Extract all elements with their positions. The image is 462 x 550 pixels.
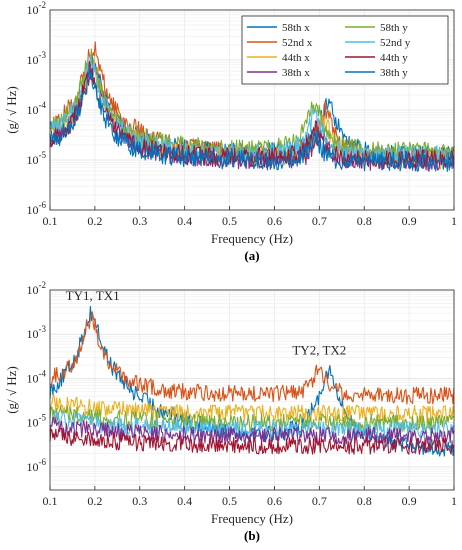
annotations-b: TY1, TX1 TY2, TX2 (66, 288, 347, 358)
caption-b: (b) (244, 528, 260, 543)
legend-a: 58th x 52nd x 44th x 38th x 58th y 52nd y 44th… (241, 15, 449, 85)
legend-label: 52nd x (282, 37, 313, 49)
y-tick-label: 10-6 (27, 200, 47, 217)
x-tick-label: 0.2 (87, 214, 102, 228)
series-line (49, 66, 455, 172)
caption-a: (a) (244, 248, 259, 263)
x-tick-label: 0.4 (177, 214, 192, 228)
y-tick-label: 10-4 (27, 100, 47, 117)
peak-annotation: TY1, TX1 (66, 288, 120, 303)
series-line (49, 60, 455, 170)
x-tick-label: 0.7 (312, 214, 327, 228)
series-line (49, 394, 455, 423)
panel-b: 0.1 0.2 0.3 0.4 0.5 0.6 0.7 0.8 0.9 1 10-610-510-… (4, 280, 457, 543)
series-line (49, 305, 455, 457)
axes-border-a (49, 9, 455, 211)
x-ticks-a: 0.1 0.2 0.3 0.4 0.5 0.6 0.7 0.8 0.9 1 (43, 206, 457, 228)
x-tick-label: 1 (451, 494, 457, 508)
x-tick-label: 0.1 (43, 494, 58, 508)
legend-label: 38th y (380, 67, 408, 79)
series-b (49, 305, 455, 457)
y-tick-label: 10-3 (27, 50, 47, 67)
y-ticks-b: 10-6 10-5 10-4 10-3 10-2 (27, 280, 47, 474)
series-line (49, 404, 455, 432)
x-ticks-b: 0.1 0.2 0.3 0.4 0.5 0.6 0.7 0.8 0.9 1 (43, 486, 457, 508)
series-a (49, 41, 455, 172)
y-tick-label: 10-2 (27, 280, 47, 297)
x-tick-label: 0.9 (402, 214, 417, 228)
x-tick-label: 0.1 (43, 214, 58, 228)
x-axis-label-a: Frequency (Hz) (211, 231, 293, 246)
x-axis-label-b: Frequency (Hz) (211, 511, 293, 526)
peak-annotation: TY2, TX2 (292, 342, 346, 357)
y-axis-label-b: (g/ √ Hz) (4, 366, 19, 414)
y-axis-label-a: (g/ √ Hz) (4, 86, 19, 134)
y-tick-label: 10-5 (27, 413, 47, 430)
legend-label: 44th y (380, 52, 408, 64)
y-ticks-a: 10-6 10-5 10-4 10-3 10-2 (27, 0, 47, 217)
x-tick-label: 0.9 (402, 494, 417, 508)
grid-b (49, 289, 455, 491)
x-tick-label: 0.5 (222, 214, 237, 228)
axes-border-b (49, 289, 455, 491)
x-tick-label: 0.4 (177, 494, 192, 508)
x-tick-label: 0.6 (267, 214, 282, 228)
plot-area-b (50, 290, 454, 490)
series-line (49, 410, 455, 439)
x-tick-label: 0.8 (357, 214, 372, 228)
legend-label: 58th y (380, 22, 408, 34)
y-tick-label: 10-6 (27, 457, 47, 474)
series-line (49, 311, 455, 405)
x-tick-label: 0.3 (132, 214, 147, 228)
y-tick-label: 10-3 (27, 324, 47, 341)
x-tick-label: 0.5 (222, 494, 237, 508)
x-tick-label: 0.6 (267, 494, 282, 508)
series-line (49, 416, 455, 445)
x-tick-label: 0.2 (87, 494, 102, 508)
legend-label: 58th x (282, 22, 310, 34)
x-tick-label: 0.3 (132, 494, 147, 508)
x-tick-label: 1 (451, 214, 457, 228)
y-tick-label: 10-2 (27, 0, 47, 17)
series-line (49, 427, 455, 455)
legend-label: 52nd y (380, 37, 411, 49)
legend-label: 38th x (282, 67, 310, 79)
legend-label: 44th x (282, 52, 310, 64)
x-tick-label: 0.7 (312, 494, 327, 508)
y-tick-label: 10-5 (27, 150, 47, 167)
x-tick-label: 0.8 (357, 494, 372, 508)
y-tick-label: 10-4 (27, 368, 47, 385)
panel-a: 0.1 0.2 0.3 0.4 0.5 0.6 0.7 0.8 0.9 1 10-610-510-… (4, 0, 457, 263)
